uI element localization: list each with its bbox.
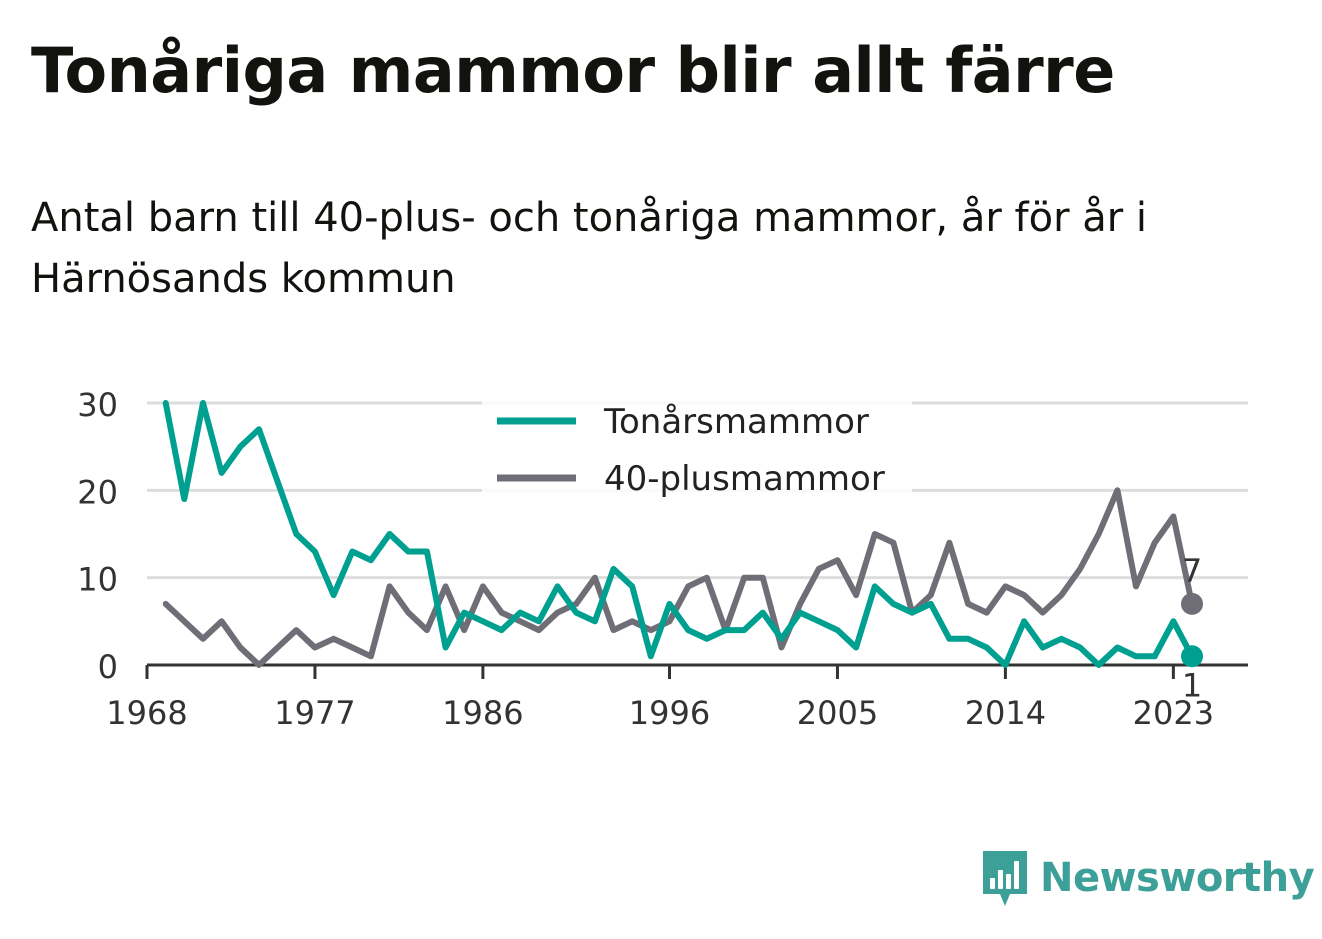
y-axis-ticks: 0 10 20 30: [77, 386, 118, 686]
end-point-0: [1181, 645, 1204, 668]
brand-name: Newsworthy: [1040, 855, 1315, 901]
series-line-1: [162, 487, 1195, 668]
chart-title: Tonåriga mammor blir allt färre: [31, 34, 1115, 107]
x-tick-label: 2014: [965, 694, 1046, 732]
end-point-1: [1181, 592, 1204, 615]
y-tick-label: 20: [77, 473, 118, 511]
x-tick-label: 2005: [797, 694, 878, 732]
x-tick-label: 1977: [274, 694, 355, 732]
y-tick-label: 10: [77, 561, 118, 599]
x-tick-label: 1996: [629, 694, 710, 732]
end-label-0: 1: [1182, 666, 1202, 704]
legend-label-1: 40-plusmammor: [604, 459, 885, 499]
y-tick-label: 30: [77, 386, 118, 424]
brand: Newsworthy: [980, 848, 1315, 908]
series-line-0: [162, 400, 1195, 668]
y-tick-label: 0: [98, 648, 118, 686]
series-lines: [162, 400, 1195, 668]
newsworthy-logo-icon: [983, 851, 1027, 906]
x-tick-label: 2023: [1133, 694, 1214, 732]
end-points: 17: [1181, 552, 1204, 704]
legend-label-0: Tonårsmammor: [603, 402, 869, 442]
chart-subtitle: Antal barn till 40-plus- och tonåriga ma…: [31, 195, 1148, 302]
end-label-1: 7: [1182, 552, 1202, 590]
x-axis-ticks: 1968 1977 1986 1996 2005 2014 2023: [106, 665, 1214, 732]
x-tick-label: 1986: [442, 694, 523, 732]
x-tick-label: 1968: [106, 694, 187, 732]
legend: Tonårsmammor 40-plusmammor: [482, 398, 912, 499]
